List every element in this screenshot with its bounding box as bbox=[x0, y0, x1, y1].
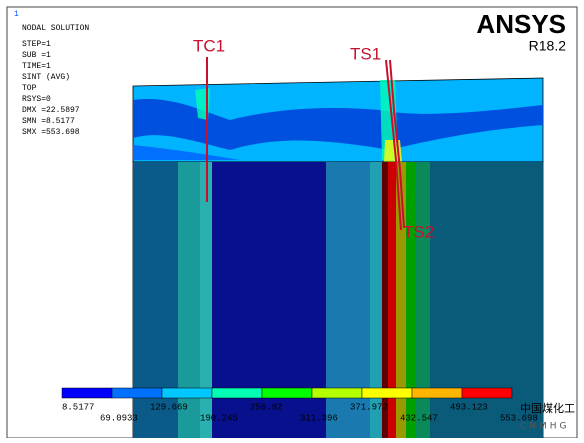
upper-layer bbox=[132, 77, 544, 163]
info-line: NODAL SOLUTION bbox=[22, 24, 89, 33]
label-ts2: TS2 bbox=[403, 222, 434, 241]
legend-label: 190.245 bbox=[200, 413, 238, 423]
info-line: SMN =8.5177 bbox=[22, 117, 75, 126]
watermark-subtitle: CNMHG bbox=[520, 422, 570, 432]
info-line: SMX =553.698 bbox=[22, 128, 80, 137]
info-line: STEP=1 bbox=[22, 40, 51, 49]
legend-label: 8.5177 bbox=[62, 402, 94, 412]
watermark-title: 中国煤化工 bbox=[520, 401, 575, 415]
legend-swatch bbox=[361, 387, 413, 399]
label-ts1: TS1 bbox=[350, 44, 381, 63]
legend-label: 371.972 bbox=[350, 402, 388, 412]
legend-swatch bbox=[261, 387, 313, 399]
legend-label: 250.82 bbox=[250, 402, 282, 412]
info-block: NODAL SOLUTION STEP=1 SUB =1 TIME=1 SINT (AV… bbox=[22, 24, 89, 137]
legend-label: 69.0933 bbox=[100, 413, 138, 423]
version: R18.2 bbox=[529, 38, 567, 54]
legend-label: 432.547 bbox=[400, 413, 438, 423]
legend-swatch bbox=[411, 387, 463, 399]
annotation-lines bbox=[206, 57, 405, 231]
legend-swatch bbox=[61, 387, 113, 399]
info-line: RSYS=0 bbox=[22, 95, 51, 104]
legend-label: 129.669 bbox=[150, 402, 188, 412]
legend-label: 311.396 bbox=[300, 413, 338, 423]
info-line: DMX =22.5897 bbox=[22, 106, 80, 115]
brand: ANSYS bbox=[476, 9, 566, 39]
legend-label: 553.698 bbox=[500, 413, 538, 423]
window-number: 1 bbox=[14, 10, 19, 19]
legend-swatch bbox=[111, 387, 163, 399]
info-line: SINT (AVG) bbox=[22, 73, 70, 82]
legend-label: 493.123 bbox=[450, 402, 488, 412]
info-line: SUB =1 bbox=[22, 51, 51, 60]
info-line: TIME=1 bbox=[22, 62, 51, 71]
legend-swatch bbox=[311, 387, 363, 399]
info-line: TOP bbox=[22, 84, 37, 93]
legend-swatch bbox=[161, 387, 213, 399]
label-tc1: TC1 bbox=[193, 36, 225, 55]
legend-swatch bbox=[461, 387, 513, 399]
legend: 8.5177 69.0933 129.669 190.245 250.82 311.396… bbox=[61, 387, 538, 423]
legend-swatch bbox=[211, 387, 263, 399]
